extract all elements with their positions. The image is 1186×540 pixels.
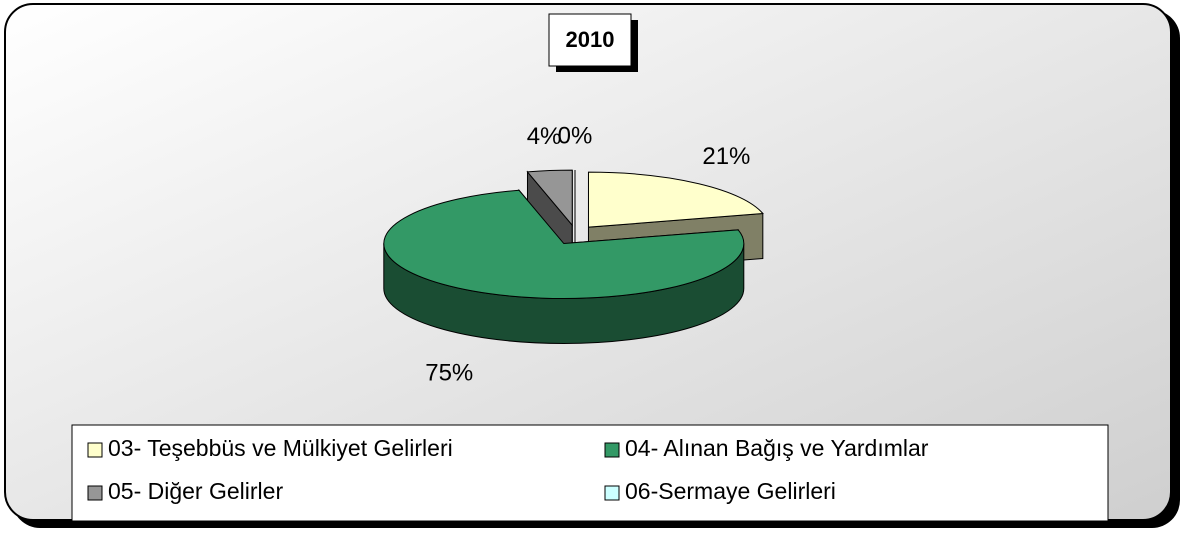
legend-box bbox=[71, 424, 1109, 522]
legend-label: 06-Sermaye Gelirleri bbox=[625, 478, 836, 504]
legend-swatch bbox=[87, 485, 103, 501]
chart-title: 2010 bbox=[566, 27, 615, 52]
title-box bbox=[548, 13, 632, 67]
slice bbox=[526, 169, 573, 227]
legend-swatch bbox=[604, 442, 620, 458]
data-label: 75% bbox=[425, 360, 473, 387]
legend-label: 05- Diğer Gelirler bbox=[108, 478, 283, 504]
slice bbox=[587, 171, 764, 228]
slice bbox=[383, 189, 745, 300]
legend-swatch bbox=[604, 485, 620, 501]
legend-label: 03- Teşebbüs ve Mülkiyet Gelirleri bbox=[108, 435, 453, 461]
data-label: 0% bbox=[558, 122, 593, 149]
legend: 03- Teşebbüs ve Mülkiyet Gelirleri 04- Al… bbox=[87, 435, 929, 504]
data-label: 4% bbox=[527, 123, 562, 150]
legend-swatch bbox=[87, 442, 103, 458]
legend-label: 04- Alınan Bağış ve Yardımlar bbox=[625, 435, 929, 461]
pie: 21% 75% 4%0% bbox=[383, 122, 764, 387]
data-label: 21% bbox=[702, 143, 750, 170]
